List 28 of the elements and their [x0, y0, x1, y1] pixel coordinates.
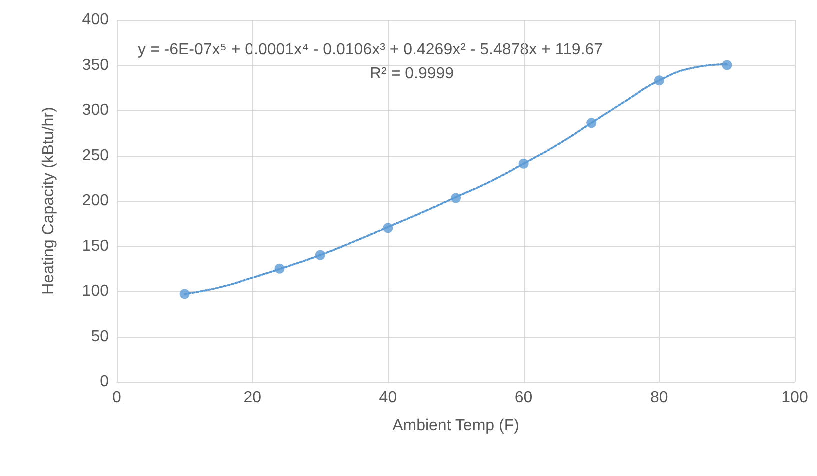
point	[586, 118, 597, 128]
y-tick-label: 300	[82, 102, 110, 119]
x-tick-label: 20	[244, 390, 262, 406]
x-tick-label: 80	[650, 390, 668, 406]
x-tick-label: 100	[782, 390, 808, 406]
x-axis-title: Ambient Temp (F)	[392, 418, 520, 434]
x-tick-label: 40	[379, 390, 398, 406]
x-tick-label: 0	[112, 390, 122, 406]
point	[315, 250, 326, 260]
point	[654, 76, 664, 86]
y-tick-label: 0	[100, 374, 110, 390]
point	[722, 60, 732, 70]
y-axis-title: Heating Capacity (kBtu/hr)	[40, 107, 58, 295]
y-tick-label: 200	[82, 192, 110, 210]
point	[180, 289, 190, 300]
point	[451, 193, 461, 204]
annotation: R² = 0.9999	[370, 66, 454, 82]
y-tick-label: 150	[82, 238, 110, 255]
point	[274, 264, 285, 274]
y-tick-label: 100	[82, 283, 110, 300]
point	[518, 158, 529, 169]
annotation: y = -6E-07x⁵ + 0.0001x⁴ - 0.0106x³ + 0.4269x² - 5.4878x + 119.67	[138, 42, 604, 58]
y-tick-label: 250	[82, 147, 110, 164]
y-tick-label: 50	[91, 328, 110, 346]
y-tick-label: 400	[82, 12, 110, 28]
x-tick-label: 60	[514, 390, 533, 406]
y-tick-label: 350	[82, 56, 110, 74]
point	[383, 223, 394, 234]
